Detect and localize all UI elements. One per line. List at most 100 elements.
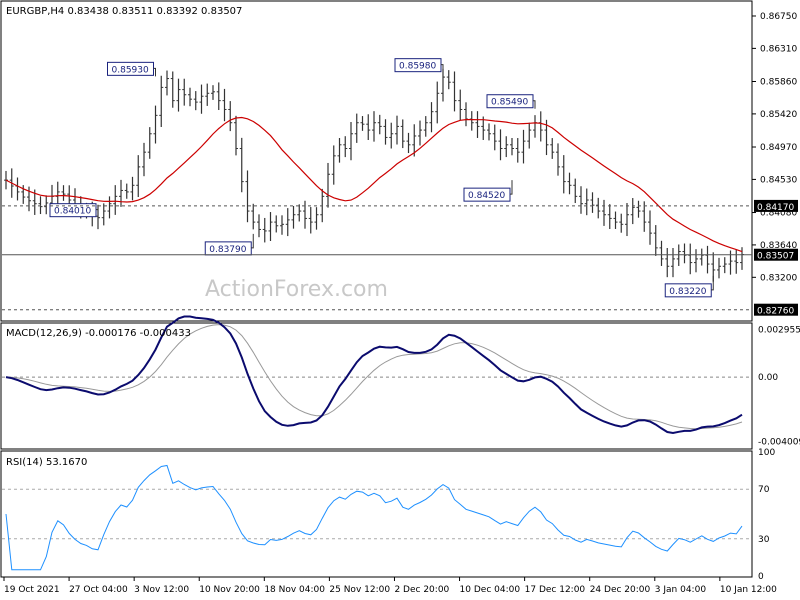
ohlc-bar	[481, 116, 486, 140]
price-annotation: 0.84010	[49, 203, 99, 218]
price-axis-label: 0.83640	[760, 241, 797, 251]
ohlc-bar	[613, 211, 618, 229]
ohlc-bar	[291, 205, 296, 229]
macd-axis-label: 0.002955	[758, 326, 800, 336]
svg-text:0.84010: 0.84010	[54, 207, 91, 217]
ohlc-bar	[642, 201, 647, 232]
svg-text:0.83790: 0.83790	[209, 245, 246, 255]
ohlc-bar	[176, 78, 181, 112]
ohlc-bar	[441, 68, 445, 102]
ohlc-bar	[165, 70, 169, 96]
ohlc-bar	[406, 132, 411, 154]
ohlc-bar	[475, 111, 480, 138]
ohlc-bar	[579, 186, 583, 214]
ohlc-bar	[423, 116, 428, 137]
x-axis-label: 17 Dec 12:00	[525, 585, 586, 595]
price-axis-label: 0.84080	[760, 209, 797, 219]
ohlc-bar	[602, 199, 606, 226]
ohlc-bar	[153, 105, 158, 144]
ohlc-bar	[147, 127, 152, 159]
ohlc-bar	[596, 197, 601, 219]
ohlc-bar	[262, 217, 267, 243]
price-axis-label: 0.85420	[760, 110, 797, 120]
price-axis-label: 0.85860	[760, 78, 797, 88]
rsi-panel	[0, 450, 753, 578]
ohlc-bar	[504, 136, 509, 158]
ohlc-bar	[38, 196, 43, 215]
rsi-axis-label: 0	[758, 572, 764, 582]
ohlc-bar	[734, 249, 739, 274]
ohlc-bar	[492, 124, 497, 151]
ohlc-bar	[671, 248, 675, 278]
ohlc-bar	[418, 120, 422, 146]
ohlc-bar	[349, 121, 353, 161]
ohlc-bar	[567, 172, 572, 195]
macd-title: MACD(12,26,9) -0.000176 -0.000433	[6, 328, 191, 339]
ohlc-bar	[285, 208, 290, 237]
ohlc-bar	[142, 142, 146, 177]
ohlc-bar	[199, 84, 204, 114]
ohlc-bar	[389, 122, 394, 149]
ohlc-bar	[193, 91, 198, 111]
svg-text:0.85490: 0.85490	[491, 98, 528, 108]
price-tag-label: 0.84170	[757, 203, 794, 213]
ohlc-bar	[331, 145, 336, 185]
ohlc-bar	[653, 225, 658, 256]
ohlc-bar	[280, 215, 284, 235]
macd-panel	[0, 322, 753, 450]
price-tag	[754, 248, 798, 261]
ohlc-bar	[61, 185, 66, 201]
ohlc-bar	[446, 70, 451, 90]
ohlc-bar	[510, 138, 514, 156]
rsi-line	[5, 464, 743, 571]
ohlc-bar	[630, 198, 635, 225]
ohlc-bar	[682, 243, 687, 264]
ohlc-bar	[314, 207, 319, 230]
ohlc-bar	[170, 71, 175, 108]
price-annotation: 0.85490	[486, 94, 536, 109]
ohlc-bar	[544, 119, 549, 156]
svg-text:0.83220: 0.83220	[669, 287, 706, 297]
ohlc-bar	[584, 188, 589, 216]
x-axis-label: 18 Nov 04:00	[264, 585, 325, 595]
ohlc-bar	[343, 136, 348, 158]
ohlc-bar	[395, 115, 399, 145]
ohlc-bar	[124, 183, 129, 199]
ohlc-bar	[636, 200, 641, 218]
ohlc-bar	[101, 203, 106, 226]
x-axis-label: 24 Dec 20:00	[590, 585, 651, 595]
x-axis-label: 3 Jan 04:00	[655, 585, 707, 595]
ohlc-bar	[550, 138, 555, 159]
ohlc-bar	[188, 87, 192, 107]
ohlc-bar	[130, 176, 135, 201]
macd-axis-label: 0.00	[758, 373, 778, 383]
ohlc-bar	[182, 78, 187, 106]
x-axis-label: 10 Jan 12:00	[720, 585, 777, 595]
price-tag-label: 0.82760	[757, 307, 794, 317]
ohlc-bar	[44, 195, 49, 215]
x-axis-label: 25 Nov 12:00	[329, 585, 390, 595]
ohlc-bar	[435, 81, 440, 124]
ohlc-bar	[159, 75, 164, 127]
macd-line	[5, 315, 743, 435]
svg-text:0.84520: 0.84520	[468, 191, 505, 201]
price-tag-label: 0.83507	[757, 252, 794, 262]
watermark: ActionForex.com	[205, 277, 388, 302]
ohlc-bar	[222, 88, 227, 122]
price-annotation: 0.84520	[463, 180, 513, 202]
ohlc-bar	[366, 114, 371, 141]
ohlc-bar	[245, 170, 250, 223]
ohlc-bar	[308, 207, 313, 234]
svg-text:0.85930: 0.85930	[112, 65, 149, 75]
x-axis-label: 27 Oct 04:00	[69, 585, 128, 595]
ohlc-bar	[113, 185, 118, 215]
ohlc-bar	[211, 85, 215, 100]
price-annotation: 0.85980	[394, 58, 444, 73]
ohlc-bar	[354, 113, 359, 143]
ohlc-bar	[722, 257, 727, 274]
ohlc-bar	[429, 102, 434, 133]
ohlc-bar	[561, 155, 566, 194]
price-axis-label: 0.83200	[760, 273, 797, 283]
ohlc-bar	[228, 101, 233, 132]
